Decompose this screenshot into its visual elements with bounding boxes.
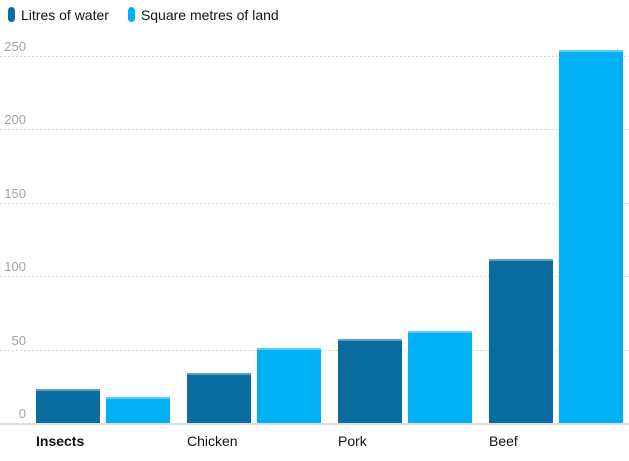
bar-water-pork (338, 339, 402, 423)
legend-label-water: Litres of water (21, 6, 109, 23)
chart-legend: Litres of water Square metres of land (8, 7, 279, 22)
bar-land-chicken (257, 348, 321, 423)
x-axis-line (0, 423, 629, 425)
legend-item-land: Square metres of land (127, 6, 279, 23)
y-tick-label-250: 250 (4, 39, 26, 54)
legend-marker-land-icon (127, 7, 135, 22)
legend-marker-water-icon (8, 7, 15, 22)
gridline-250 (0, 56, 629, 57)
x-category-label-chicken: Chicken (187, 433, 238, 449)
bar-land-insects (106, 396, 170, 423)
legend-label-land: Square metres of land (140, 6, 279, 23)
bar-land-beef (559, 50, 623, 423)
bar-water-beef (489, 258, 553, 423)
x-category-label-beef: Beef (489, 433, 518, 449)
gridline-100 (0, 276, 629, 278)
x-category-label-insects: Insects (36, 433, 85, 449)
y-tick-label-100: 100 (4, 259, 26, 275)
bar-water-chicken (187, 373, 251, 423)
bar-land-pork (408, 330, 472, 423)
gridline-150 (0, 202, 629, 204)
y-tick-label-200: 200 (4, 112, 26, 128)
x-category-label-pork: Pork (338, 433, 367, 449)
y-tick-label-0: 0 (18, 406, 26, 421)
y-tick-label-50: 50 (11, 332, 26, 348)
y-tick-label-150: 150 (4, 185, 26, 201)
legend-item-water: Litres of water (8, 7, 109, 22)
gridline-200 (0, 129, 629, 131)
bar-water-insects (36, 389, 100, 423)
